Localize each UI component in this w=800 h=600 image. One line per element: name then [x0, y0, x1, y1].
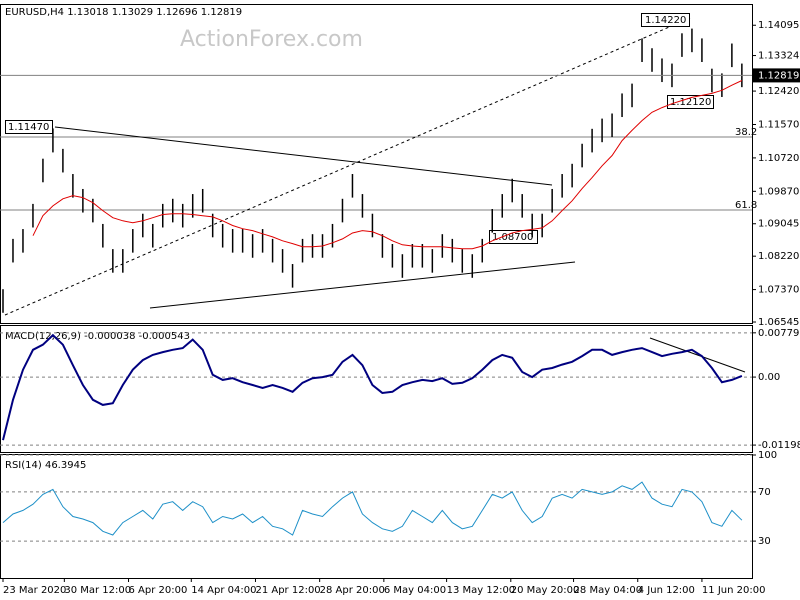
y-tick-label: 1.14095 [758, 20, 799, 31]
y-tick-label: -0.011981 [758, 440, 800, 451]
fib-label: 61.8 [735, 200, 757, 211]
y-tick-label: 0.007797 [758, 328, 800, 339]
x-tick-label: 28 May 04:00 [574, 585, 643, 596]
x-tick-label: 30 Mar 12:00 [64, 585, 131, 596]
indicator-line [2, 481, 743, 536]
annotation-box [489, 230, 538, 244]
y-tick-label: 1.12420 [758, 86, 799, 97]
annotation-box [641, 13, 690, 27]
x-tick-label: 4 Jun 12:00 [638, 585, 695, 596]
annotation-box [667, 95, 714, 109]
y-tick-label: 1.08220 [758, 251, 799, 262]
trend-line [149, 261, 576, 309]
y-tick-label: 1.10720 [758, 153, 799, 164]
x-tick-label: 13 May 12:00 [447, 585, 516, 596]
x-tick-label: 6 Apr 20:00 [129, 585, 188, 596]
y-tick-label: 1.07370 [758, 285, 799, 296]
y-tick-label: 30 [758, 536, 771, 547]
annotation: 1.12120 [670, 97, 711, 108]
rsi-panel [0, 454, 753, 579]
y-tick-label: 100 [758, 450, 777, 461]
annotation: 1.11470 [8, 122, 49, 133]
y-tick-label: 1.09870 [758, 186, 799, 197]
y-tick-label: 1.09045 [758, 219, 799, 230]
trend-line [649, 337, 746, 373]
moving-average [32, 80, 743, 250]
annotation: 1.14220 [645, 15, 686, 26]
y-tick-label: 70 [758, 487, 771, 498]
x-tick-label: 21 Apr 12:00 [255, 585, 320, 596]
y-tick-label: 1.11570 [758, 119, 799, 130]
x-tick-label: 28 Apr 20:00 [320, 585, 385, 596]
price-panel [0, 4, 753, 324]
x-tick-label: 14 Apr 04:00 [191, 585, 256, 596]
x-tick-label: 11 Jun 20:00 [702, 585, 766, 596]
price-title: EURUSD,H4 1.13018 1.13029 1.12696 1.1281… [5, 7, 242, 18]
fib-label: 38.2 [735, 127, 757, 138]
y-tick-label: 1.13324 [758, 51, 799, 62]
last-price-box [753, 68, 800, 83]
macd-title: MACD(12,26,9) -0.000038 -0.000543 [5, 331, 190, 342]
x-tick-label: 23 Mar 2020 [3, 585, 66, 596]
last-price-label: 1.12819 [758, 70, 799, 81]
macd-panel [0, 325, 753, 453]
trend-line [54, 126, 553, 186]
indicator-line [2, 333, 743, 441]
y-tick-label: 1.06545 [758, 317, 799, 328]
rsi-title: RSI(14) 46.3945 [5, 460, 86, 471]
x-tick-label: 6 May 04:00 [384, 585, 446, 596]
trend-line [4, 17, 691, 316]
y-tick-label: 0.00 [758, 372, 780, 383]
annotation: 1.08700 [492, 232, 533, 243]
watermark: ActionForex.com [180, 27, 363, 52]
annotation-box [5, 120, 53, 134]
x-tick-label: 20 May 20:00 [511, 585, 580, 596]
